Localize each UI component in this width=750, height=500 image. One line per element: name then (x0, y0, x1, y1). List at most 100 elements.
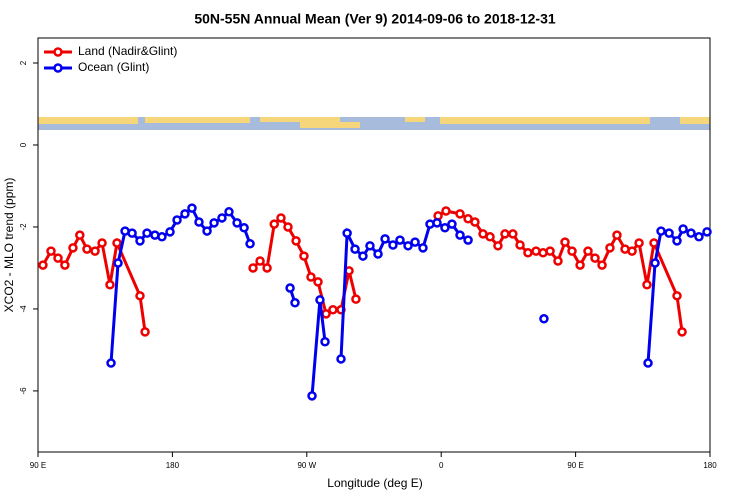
data-point (642, 280, 652, 290)
data-point (194, 217, 204, 227)
data-point (493, 241, 503, 251)
data-point (650, 258, 660, 268)
data-point (567, 246, 577, 256)
data-point (388, 240, 398, 250)
data-point (255, 256, 265, 266)
data-point (612, 230, 622, 240)
y-tick-label: -2 (19, 223, 28, 231)
x-tick-label: 180 (166, 461, 180, 470)
data-point (75, 230, 85, 240)
data-point (380, 234, 390, 244)
data-point (350, 244, 360, 254)
data-point (342, 228, 352, 238)
data-point (485, 232, 495, 242)
data-point (105, 280, 115, 290)
data-point (135, 236, 145, 246)
x-tick-label: 180 (703, 461, 717, 470)
data-point (217, 213, 227, 223)
legend-swatch (53, 63, 63, 73)
data-point (686, 228, 696, 238)
data-point (656, 226, 666, 236)
x-axis-label: Longitude (deg E) (327, 476, 422, 490)
data-point (583, 246, 593, 256)
data-point (262, 263, 272, 273)
data-point (605, 243, 615, 253)
y-tick-label: -6 (19, 387, 28, 395)
data-point (187, 203, 197, 213)
data-point (46, 246, 56, 256)
data-point (463, 235, 473, 245)
data-point (678, 224, 688, 234)
data-point (643, 358, 653, 368)
data-point (157, 232, 167, 242)
data-point (553, 256, 563, 266)
y-tick-label: -4 (19, 305, 28, 313)
data-point (248, 263, 258, 273)
data-point (508, 229, 518, 239)
data-point (597, 260, 607, 270)
data-point (590, 253, 600, 263)
data-point (209, 218, 219, 228)
data-point (523, 248, 533, 258)
data-point (351, 294, 361, 304)
data-point (545, 246, 555, 256)
x-tick-label: 90 E (30, 461, 46, 470)
data-point (68, 243, 78, 253)
data-point (470, 217, 480, 227)
data-point (180, 209, 190, 219)
data-point (245, 239, 255, 249)
data-point (315, 295, 325, 305)
data-point (320, 336, 330, 347)
data-point (142, 228, 152, 238)
data-point (140, 327, 150, 337)
data-point (283, 222, 293, 232)
data-point (224, 207, 234, 217)
data-point (113, 258, 123, 268)
data-point (328, 305, 338, 315)
data-point (672, 236, 682, 246)
data-point (306, 272, 316, 282)
map-strip (38, 117, 710, 130)
data-point (440, 223, 450, 233)
legend-swatch (53, 47, 63, 57)
data-point (172, 215, 182, 225)
y-tick-label: 2 (19, 60, 28, 65)
data-point (90, 246, 100, 256)
data-point (634, 238, 644, 248)
data-point (627, 246, 637, 256)
data-point (395, 235, 405, 245)
data-point (418, 243, 428, 253)
x-tick-label: 90 E (567, 461, 583, 470)
data-point (38, 260, 48, 270)
data-point (127, 228, 137, 238)
data-point (269, 219, 279, 229)
data-point (649, 238, 659, 248)
data-point (500, 229, 510, 239)
data-point (276, 213, 286, 223)
x-tick-label: 0 (439, 461, 444, 470)
data-point (239, 223, 249, 233)
y-tick-label: 0 (19, 142, 28, 147)
data-point (285, 283, 295, 293)
data-point (539, 314, 549, 324)
data-point (403, 241, 413, 251)
series-line (41, 209, 684, 333)
data-point (336, 354, 346, 364)
data-point (373, 249, 383, 259)
data-point (135, 291, 145, 301)
data-point (82, 244, 92, 254)
data-point (307, 391, 317, 401)
data-point (664, 228, 674, 238)
data-point (97, 238, 107, 248)
data-point (291, 236, 301, 246)
x-tick-label: 90 W (297, 461, 316, 470)
data-point (702, 227, 712, 237)
data-point (515, 240, 525, 250)
data-point (313, 277, 323, 287)
chart-title: 50N-55N Annual Mean (Ver 9) 2014-09-06 t… (194, 11, 556, 27)
data-point (694, 232, 704, 242)
data-point (560, 237, 570, 247)
data-point (455, 209, 465, 219)
data-point (112, 238, 122, 248)
